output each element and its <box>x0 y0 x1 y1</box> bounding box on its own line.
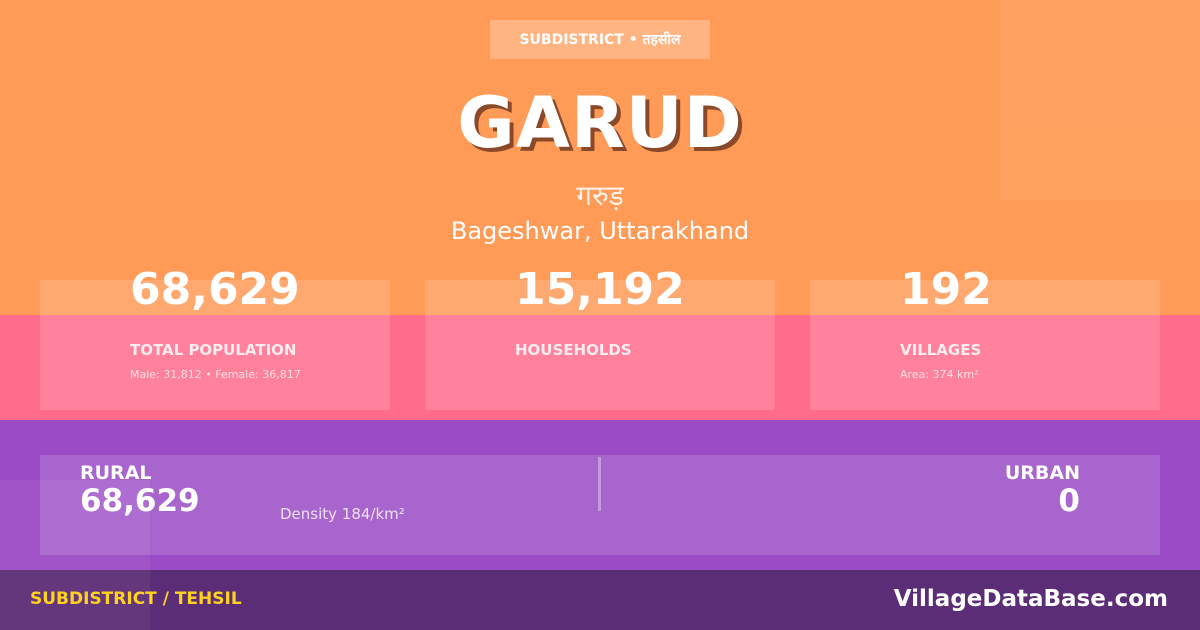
divider <box>598 457 601 511</box>
rural-urban-panel: RURAL 68,629 Density 184/km² URBAN 0 <box>40 455 1160 555</box>
urban-label: URBAN <box>1004 462 1080 484</box>
stat-value: 15,192 <box>515 264 685 315</box>
hindi-title: गरुड़ <box>576 179 624 212</box>
stat-sub: Area: 374 km² <box>900 368 979 381</box>
stat-sub: Male: 31,812 • Female: 36,817 <box>130 368 301 381</box>
urban-value: 0 <box>1058 483 1080 519</box>
stat-card-villages: 192 VILLAGES Area: 374 km² <box>810 264 1160 410</box>
density: Density 184/km² <box>280 505 405 523</box>
footer-type: SUBDISTRICT / TEHSIL <box>30 589 242 609</box>
stat-label: VILLAGES <box>900 341 982 359</box>
header-band <box>0 0 1200 315</box>
location: Bageshwar, Uttarakhand <box>450 217 750 245</box>
stat-label: TOTAL POPULATION <box>130 341 297 359</box>
stat-card-population: 68,629 TOTAL POPULATION Male: 31,812 • F… <box>40 264 390 410</box>
rural-value: 68,629 <box>80 483 200 519</box>
decor-square <box>1000 0 1200 200</box>
decor-square <box>0 480 150 630</box>
page-title: GARUD <box>457 82 743 164</box>
rural-label: RURAL <box>80 462 152 484</box>
split-band <box>0 420 1200 570</box>
type-badge: SUBDISTRICT • तहसील <box>490 20 710 59</box>
footer-band <box>0 570 1200 630</box>
stat-label: HOUSEHOLDS <box>515 341 632 359</box>
stat-value: 192 <box>900 264 992 315</box>
site-link[interactable]: VillageDataBase.com <box>893 586 1168 612</box>
stats-band <box>0 315 1200 420</box>
stat-value: 68,629 <box>130 264 300 315</box>
stat-card-households: 15,192 HOUSEHOLDS <box>425 264 775 410</box>
